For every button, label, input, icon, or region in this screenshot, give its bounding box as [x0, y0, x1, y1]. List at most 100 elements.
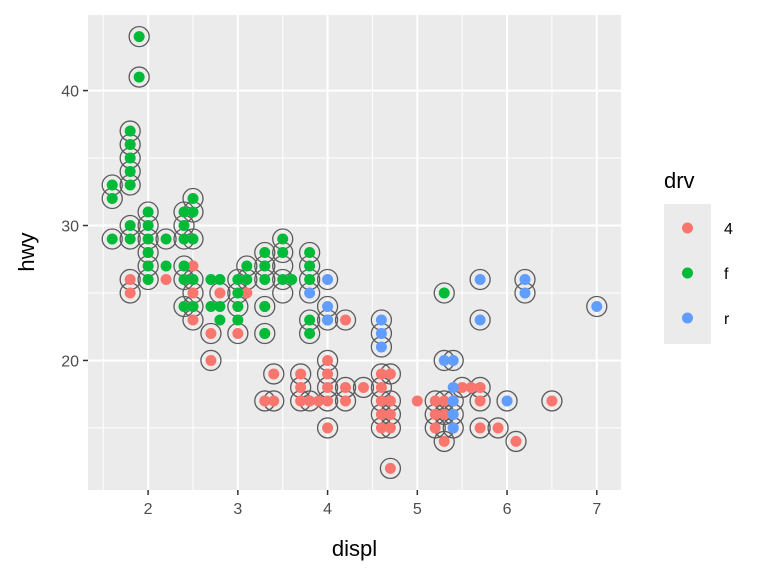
highlight-ring: [254, 322, 276, 345]
data-point-4: [205, 327, 217, 339]
highlight-ring: [200, 349, 222, 372]
data-point-f: [214, 300, 226, 312]
data-point-f: [286, 273, 298, 285]
data-point-4: [411, 395, 423, 407]
data-point-f: [124, 152, 136, 164]
data-point-4: [313, 395, 325, 407]
data-point-4: [322, 354, 334, 366]
highlight-ring: [505, 430, 527, 453]
data-point-4: [295, 368, 307, 380]
data-point-4: [465, 381, 477, 393]
highlight-ring: [200, 322, 222, 345]
data-point-f: [277, 233, 289, 245]
legend-key-4: [682, 222, 693, 234]
highlight-ring: [155, 228, 177, 250]
data-point-f: [124, 233, 136, 245]
data-point-f: [178, 273, 190, 285]
data-point-4: [268, 395, 280, 407]
data-point-f: [106, 233, 118, 245]
highlight-ring: [469, 309, 491, 331]
data-point-r: [375, 327, 387, 339]
data-point-r: [438, 354, 450, 366]
highlight-ring: [496, 390, 518, 412]
data-point-r: [375, 314, 387, 326]
x-tick-label: 2: [144, 501, 153, 518]
data-point-r: [322, 300, 334, 312]
data-point-f: [205, 300, 217, 312]
data-point-4: [295, 381, 307, 393]
data-point-r: [519, 273, 531, 285]
data-point-f: [438, 287, 450, 299]
data-point-f: [160, 260, 172, 272]
data-point-4: [474, 395, 486, 407]
highlight-ring: [379, 457, 402, 480]
data-point-f: [124, 139, 136, 151]
data-point-f: [259, 260, 271, 272]
data-point-f: [259, 247, 271, 258]
highlight-ring: [352, 376, 375, 399]
data-point-4: [322, 368, 334, 380]
data-point-4: [429, 395, 441, 407]
y-tick-label: 20: [61, 353, 79, 370]
x-axis-title: displ: [332, 536, 377, 561]
data-point-f: [304, 247, 316, 258]
legend-items: 4 f r: [682, 221, 733, 328]
data-point-4: [187, 287, 199, 299]
data-point-f: [178, 233, 190, 245]
data-point-f: [304, 273, 316, 285]
data-point-f: [232, 314, 244, 326]
y-tick-label: 40: [61, 84, 79, 101]
data-point-4: [510, 435, 522, 447]
data-point-f: [214, 273, 226, 285]
data-point-r: [304, 287, 316, 299]
data-point-4: [438, 395, 450, 407]
data-point-f: [178, 206, 190, 218]
data-point-r: [447, 422, 459, 434]
data-point-f: [124, 166, 136, 178]
data-point-4: [384, 462, 396, 474]
data-point-f: [304, 327, 316, 339]
data-point-f: [214, 314, 226, 326]
data-point-4: [384, 408, 396, 420]
data-point-4: [241, 287, 253, 299]
highlight-ring: [128, 25, 150, 48]
data-point-4: [492, 422, 504, 434]
x-tick-label: 5: [413, 501, 422, 518]
data-point-4: [304, 395, 316, 407]
data-point-r: [447, 381, 459, 393]
highlight-ring: [469, 417, 491, 439]
data-point-f: [142, 273, 154, 285]
legend-label-r: r: [724, 311, 730, 328]
data-point-f: [142, 206, 154, 218]
minor-gridlines: [88, 15, 621, 490]
data-point-4: [124, 273, 136, 285]
y-tick-label: 30: [61, 219, 79, 236]
data-point-f: [124, 179, 136, 191]
data-point-4: [160, 273, 172, 285]
data-point-r: [447, 408, 459, 420]
data-point-4: [187, 314, 199, 326]
data-point-4: [474, 381, 486, 393]
data-point-4: [268, 368, 280, 380]
plot-panel: [88, 15, 621, 490]
data-point-4: [384, 422, 396, 434]
data-point-4: [232, 327, 244, 339]
data-point-f: [241, 273, 253, 285]
data-point-f: [304, 260, 316, 272]
data-point-f: [187, 300, 199, 312]
legend-label-f: f: [724, 266, 729, 283]
data-point-r: [447, 395, 459, 407]
data-point-f: [259, 273, 271, 285]
data-point-4: [384, 395, 396, 407]
highlight-ring: [334, 309, 357, 331]
highlight-ring: [128, 66, 150, 88]
highlight-ring: [487, 417, 509, 439]
x-axis: 2 3 4 5 6 7: [144, 490, 601, 518]
data-point-4: [429, 408, 441, 420]
data-point-r: [591, 300, 603, 312]
data-point-f: [232, 273, 244, 285]
data-point-f: [259, 327, 271, 339]
highlight-ring: [254, 295, 276, 318]
x-tick-label: 7: [592, 501, 601, 518]
